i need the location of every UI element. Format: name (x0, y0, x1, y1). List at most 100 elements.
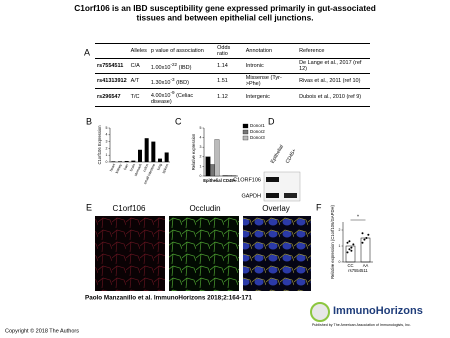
header-cell: p value of association (148, 43, 216, 59)
panel-label: E (86, 202, 92, 212)
legend-swatch (242, 135, 249, 141)
x-tick-label: heart (109, 163, 116, 172)
snp-id: rs7554511 (95, 58, 129, 74)
point (367, 233, 370, 236)
annotation: Intergenic (243, 88, 298, 107)
x-tick-label: kidney (115, 163, 123, 174)
y-tick-label: 1 (200, 164, 202, 168)
header-cell: Odds ratio (215, 43, 244, 59)
y-axis-label: Relative expression (C1orf106/GAPDH) (330, 205, 335, 279)
x-tick-label: lung (156, 163, 162, 171)
p-note: (IBD) (178, 64, 192, 71)
bar (345, 245, 356, 263)
reference: Dubois et al., 2010 (ref 9) (297, 88, 370, 107)
bar (144, 138, 149, 162)
snp-id: rs41313912 (95, 73, 129, 89)
snp-table: Alleles p value of association Odds rati… (95, 43, 370, 107)
legend-label: Donor1 (250, 123, 265, 128)
point (348, 240, 351, 243)
p-exponent: -9 (170, 90, 175, 95)
y-tick-label: 2 (200, 155, 202, 159)
bar (124, 160, 129, 162)
x-tick-label: spleen (161, 163, 169, 174)
point (361, 241, 364, 244)
snp-id: rs296547 (95, 88, 129, 107)
bar (158, 158, 162, 162)
y-tick-label: 2 (106, 146, 108, 150)
x-tick-label: Epithelial (203, 178, 222, 183)
header-row: Alleles p value of association Odds rati… (95, 43, 370, 59)
p-base: 1.00x10 (150, 64, 171, 71)
reference: Rivas et al., 2011 (ref 10) (297, 73, 370, 89)
y-tick-label: 4 (200, 136, 202, 140)
table-row: rs7554511 C/A 1.00x10-22 (IBD) 1.14 Intronic… (95, 58, 370, 74)
band-label: GAPDH (241, 193, 261, 199)
y-tick-label: 4 (106, 133, 108, 137)
x-tick-label: AA (363, 263, 369, 268)
bar (164, 152, 169, 162)
x-tick-label: stomach (134, 163, 143, 177)
panel-label: B (86, 116, 92, 126)
y-tick-label: 0 (106, 160, 108, 164)
lane-label: CD45+ (285, 148, 298, 165)
copyright: Copyright © 2018 The Authors (5, 327, 79, 334)
p-base: 4.00x10 (150, 92, 171, 99)
band-label: C1ORF106 (233, 177, 261, 183)
x-tick-label: CC (347, 263, 353, 268)
x-tick-label: CD45+ (223, 178, 237, 183)
panel-label: C (175, 116, 182, 126)
y-tick-label: 5 (106, 126, 108, 130)
point (361, 232, 364, 235)
y-tick-label: 3 (106, 140, 108, 144)
point (346, 251, 349, 254)
alleles: C/A (128, 58, 149, 74)
y-tick-label: 1 (106, 153, 108, 157)
band (284, 193, 297, 198)
micrograph (95, 216, 165, 291)
p-note: (Celiac disease) (150, 92, 194, 105)
p-value: 1.00x10-22 (IBD) (148, 58, 216, 74)
bar (205, 156, 211, 177)
p-base: 1.30x10 (150, 79, 171, 86)
point (346, 241, 349, 244)
point (352, 243, 355, 246)
bar (118, 161, 122, 162)
p-value: 1.30x10-3 (IBD) (148, 73, 216, 89)
alleles: A/T (128, 73, 149, 89)
table-row: rs41313912 A/T 1.30x10-3 (IBD) 1.51 Missense… (95, 73, 370, 89)
image-label: Overlay (262, 204, 290, 213)
y-tick-label: 2 (339, 228, 341, 232)
title-text: C1orf106 is an IBD susceptibility gene e… (74, 3, 376, 23)
point (350, 249, 353, 252)
lane-label: Epithelial (270, 144, 285, 165)
legend-swatch (242, 123, 249, 129)
bar (131, 160, 136, 162)
y-axis-label: Relative expression (191, 133, 196, 170)
bar (138, 149, 142, 162)
legend-label: Donor2 (250, 129, 265, 134)
x-tick-label: liver (123, 162, 130, 170)
bar (210, 164, 215, 177)
logo-name: ImmunoHorizons (333, 305, 423, 317)
y-tick-label: 1 (339, 244, 341, 248)
p-exponent: -22 (170, 61, 178, 67)
panel-label: F (316, 202, 322, 212)
band (266, 177, 279, 182)
odds-ratio: 1.12 (215, 88, 244, 107)
point (363, 238, 366, 241)
significance: * (357, 214, 359, 220)
y-tick-label: 0 (200, 174, 202, 178)
citation: Paolo Manzanillo et al. ImmunoHorizons 2… (85, 295, 252, 302)
title: C1orf106 is an IBD susceptibility gene e… (74, 3, 376, 23)
panel-label: A (84, 47, 90, 57)
header-cell (95, 43, 129, 59)
legend-label: Donor3 (250, 135, 265, 140)
reference: De Lange et al., 2017 (ref 12) (297, 58, 370, 74)
band (266, 193, 279, 198)
table-row: rs296547 T/C 4.00x10-9 (Celiac disease) 1.1… (95, 88, 370, 107)
micrograph (243, 216, 311, 291)
odds-ratio: 1.14 (215, 58, 244, 74)
logo-mark (310, 302, 330, 322)
